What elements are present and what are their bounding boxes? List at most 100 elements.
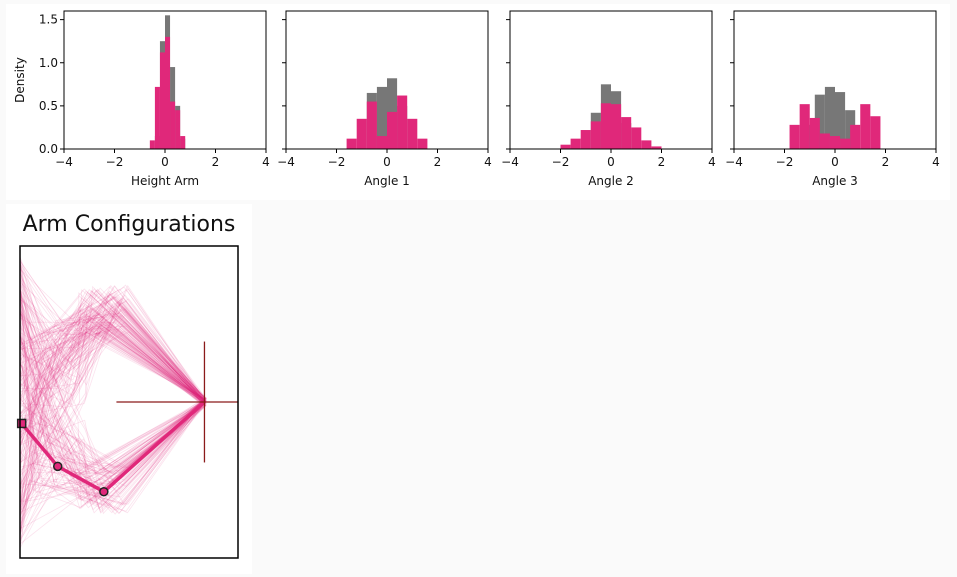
arm-sample-line xyxy=(20,292,206,489)
arm-sample-line xyxy=(20,312,207,403)
arm-sample-line xyxy=(20,320,206,474)
arm-sample-line xyxy=(20,308,207,401)
arm-plot-frame xyxy=(19,245,239,559)
arm-sample-line xyxy=(20,328,203,449)
arm-sample-line xyxy=(20,351,207,474)
arm-sample-line xyxy=(20,327,207,402)
arm-sample-line xyxy=(20,290,207,442)
x-axis-label: Angle 2 xyxy=(588,174,634,188)
arm-sample-line xyxy=(20,285,206,405)
arm-sample-line xyxy=(20,401,207,509)
arm-sample-line xyxy=(20,287,205,474)
x-tick-label: 4 xyxy=(708,155,716,169)
arm-sample-line xyxy=(20,298,204,405)
x-tick-label: 4 xyxy=(932,155,940,169)
arm-sample-line xyxy=(20,324,207,415)
arm-sample-line xyxy=(20,402,205,496)
arm-sample-line xyxy=(20,308,207,455)
arm-sample-line xyxy=(20,401,206,515)
arm-sample-line xyxy=(20,298,207,405)
arm-sample-line xyxy=(20,260,207,400)
arm-sample-line xyxy=(20,400,207,530)
arm-sample-line xyxy=(20,295,204,407)
arm-sample-line xyxy=(20,399,206,485)
arm-sample-line xyxy=(20,285,207,489)
arm-sample-line xyxy=(20,308,205,439)
arm-sample-line xyxy=(20,326,203,402)
arm-sample-line xyxy=(20,331,206,400)
histogram-bar-pink xyxy=(829,136,841,149)
histogram-bar-pink xyxy=(387,111,398,149)
arm-sample-line xyxy=(20,309,206,447)
arm-sample-line xyxy=(20,289,204,469)
arm-sample-line xyxy=(20,256,204,400)
arm-sample-line xyxy=(20,306,205,403)
arm-joint xyxy=(99,486,109,497)
x-tick-label: 2 xyxy=(658,155,666,169)
arm-sample-line xyxy=(20,291,206,405)
arm-sample-line xyxy=(20,400,206,515)
arm-sample-line xyxy=(20,313,204,401)
arm-sample-line xyxy=(20,402,203,499)
histogram-bar-pink xyxy=(870,116,881,149)
arm-sample-line xyxy=(20,298,206,486)
arm-sample-line xyxy=(20,402,203,537)
arm-sample-line xyxy=(20,285,206,499)
arm-sample-line xyxy=(20,402,206,515)
arm-sample-line xyxy=(20,403,206,479)
arm-sample-line xyxy=(20,308,204,407)
arm-sample-line xyxy=(20,289,207,533)
arm-sample-line xyxy=(20,363,205,505)
arm-sample-line xyxy=(20,282,205,405)
arm-sample-line xyxy=(20,324,207,403)
arm-sample-line xyxy=(20,295,206,400)
histogram-bar-pink xyxy=(600,103,611,149)
arm-base-joint xyxy=(16,418,27,429)
y-axis-label: Density xyxy=(13,57,27,103)
arm-sample-line xyxy=(20,400,206,536)
x-tick-label: −4 xyxy=(55,155,73,169)
histogram-bar-pink xyxy=(819,133,830,149)
arm-sample-line xyxy=(20,326,206,401)
histogram-1: −4 −2 0 2 4 Height Arm 0.0 0.5 1.0 1.5 Density xyxy=(13,10,270,188)
arm-sample-line xyxy=(20,322,206,506)
arm-sample-line xyxy=(20,311,207,423)
histogram-panel: −4 −2 0 2 4 Height Arm 0.0 0.5 1.0 1.5 Density −4 −2… xyxy=(6,4,950,200)
arm-sample-line xyxy=(20,357,205,477)
histogram-bar-pink xyxy=(159,52,165,149)
arm-sample-line xyxy=(20,288,205,407)
arm-sample-line xyxy=(20,334,205,502)
arm-sample-line xyxy=(20,309,205,508)
arm-sample-line xyxy=(20,287,207,524)
arm-sample-line xyxy=(20,402,204,512)
arm-sample-line xyxy=(20,398,205,511)
arm-sample-line xyxy=(20,312,206,430)
x-tick-label: 0 xyxy=(607,155,615,169)
histogram-bar-pink xyxy=(789,124,800,149)
arm-configurations-panel: Arm Configurations xyxy=(6,204,252,574)
arm-sample-line xyxy=(20,279,207,474)
arm-sample-line xyxy=(20,332,204,428)
arm-sample-line xyxy=(20,400,207,469)
x-tick-label: −2 xyxy=(328,155,346,169)
x-tick-label: 4 xyxy=(262,155,270,169)
arm-sample-line xyxy=(20,271,205,485)
arm-sample-line xyxy=(20,329,205,515)
histograms-figure: −4 −2 0 2 4 Height Arm 0.0 0.5 1.0 1.5 Density −4 −2… xyxy=(13,10,940,188)
arm-sample-line xyxy=(20,289,203,400)
arm-sample-line xyxy=(20,313,206,418)
histogram-bar-pink xyxy=(850,124,861,149)
histogram-bar-pink xyxy=(175,110,181,149)
arm-sample-line xyxy=(20,300,204,417)
arm-sample-line xyxy=(20,363,207,514)
arm-sample-line xyxy=(20,400,203,489)
arm-sample-line xyxy=(20,268,206,406)
arm-sample-line xyxy=(20,284,204,400)
arm-sample-line xyxy=(20,295,207,400)
arm-sample-line xyxy=(20,288,207,406)
histogram-bar-gray xyxy=(835,92,846,149)
arm-sample-line xyxy=(20,399,207,519)
arm-sample-line xyxy=(20,329,204,404)
x-tick-label: 2 xyxy=(212,155,220,169)
arm-sample-line xyxy=(20,310,204,403)
